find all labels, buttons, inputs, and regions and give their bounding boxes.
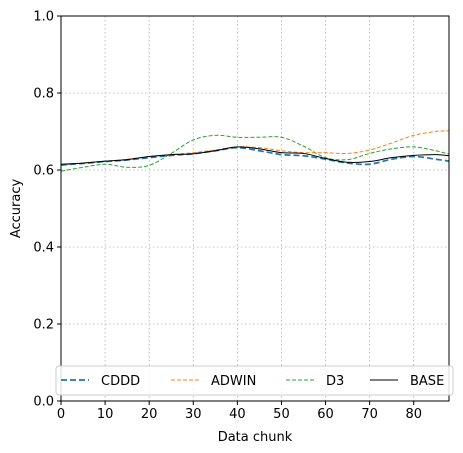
- plot-frame: [60, 15, 450, 402]
- axis-ticks: 0 10 20 30 40 50 60 70 80 0.0 0.2 0.4 0.6 0.8 1.0: [33, 10, 422, 423]
- y-tick-label: 0.6: [33, 164, 54, 179]
- x-tick-label: 70: [361, 407, 378, 422]
- x-tick-label: 20: [141, 407, 158, 422]
- legend-label-adwin: ADWIN: [211, 374, 256, 389]
- x-tick-label: 30: [185, 407, 202, 422]
- legend-label-base: BASE: [410, 374, 444, 389]
- y-axis-label: Accuracy: [9, 179, 24, 239]
- legend-entry-cddd: CDDD: [61, 374, 140, 389]
- x-tick-label: 10: [97, 407, 114, 422]
- series-lines: [60, 130, 450, 172]
- series-line-base: [60, 146, 450, 165]
- series-line-d3: [60, 134, 450, 172]
- y-tick-label: 1.0: [33, 10, 54, 25]
- y-tick-label: 0.0: [33, 395, 54, 410]
- legend: CDDD ADWIN D3 BASE: [55, 365, 454, 396]
- x-tick-label: 50: [273, 407, 290, 422]
- y-tick-label: 0.4: [33, 241, 54, 256]
- x-tick-label: 80: [405, 407, 422, 422]
- x-tick-label: 40: [229, 407, 246, 422]
- y-tick-label: 0.2: [33, 318, 54, 333]
- y-tick-label: 0.8: [33, 87, 54, 102]
- legend-entry-adwin: ADWIN: [171, 374, 256, 389]
- x-tick-label: 0: [57, 407, 65, 422]
- x-axis-label: Data chunk: [218, 430, 293, 445]
- legend-entry-d3: D3: [286, 374, 344, 389]
- x-tick-label: 60: [317, 407, 334, 422]
- legend-label-d3: D3: [326, 374, 344, 389]
- legend-label-cddd: CDDD: [101, 374, 140, 389]
- legend-box: [55, 365, 454, 396]
- series-line-cddd: [60, 146, 450, 166]
- grid-lines: [60, 15, 449, 402]
- legend-entry-base: BASE: [370, 374, 444, 389]
